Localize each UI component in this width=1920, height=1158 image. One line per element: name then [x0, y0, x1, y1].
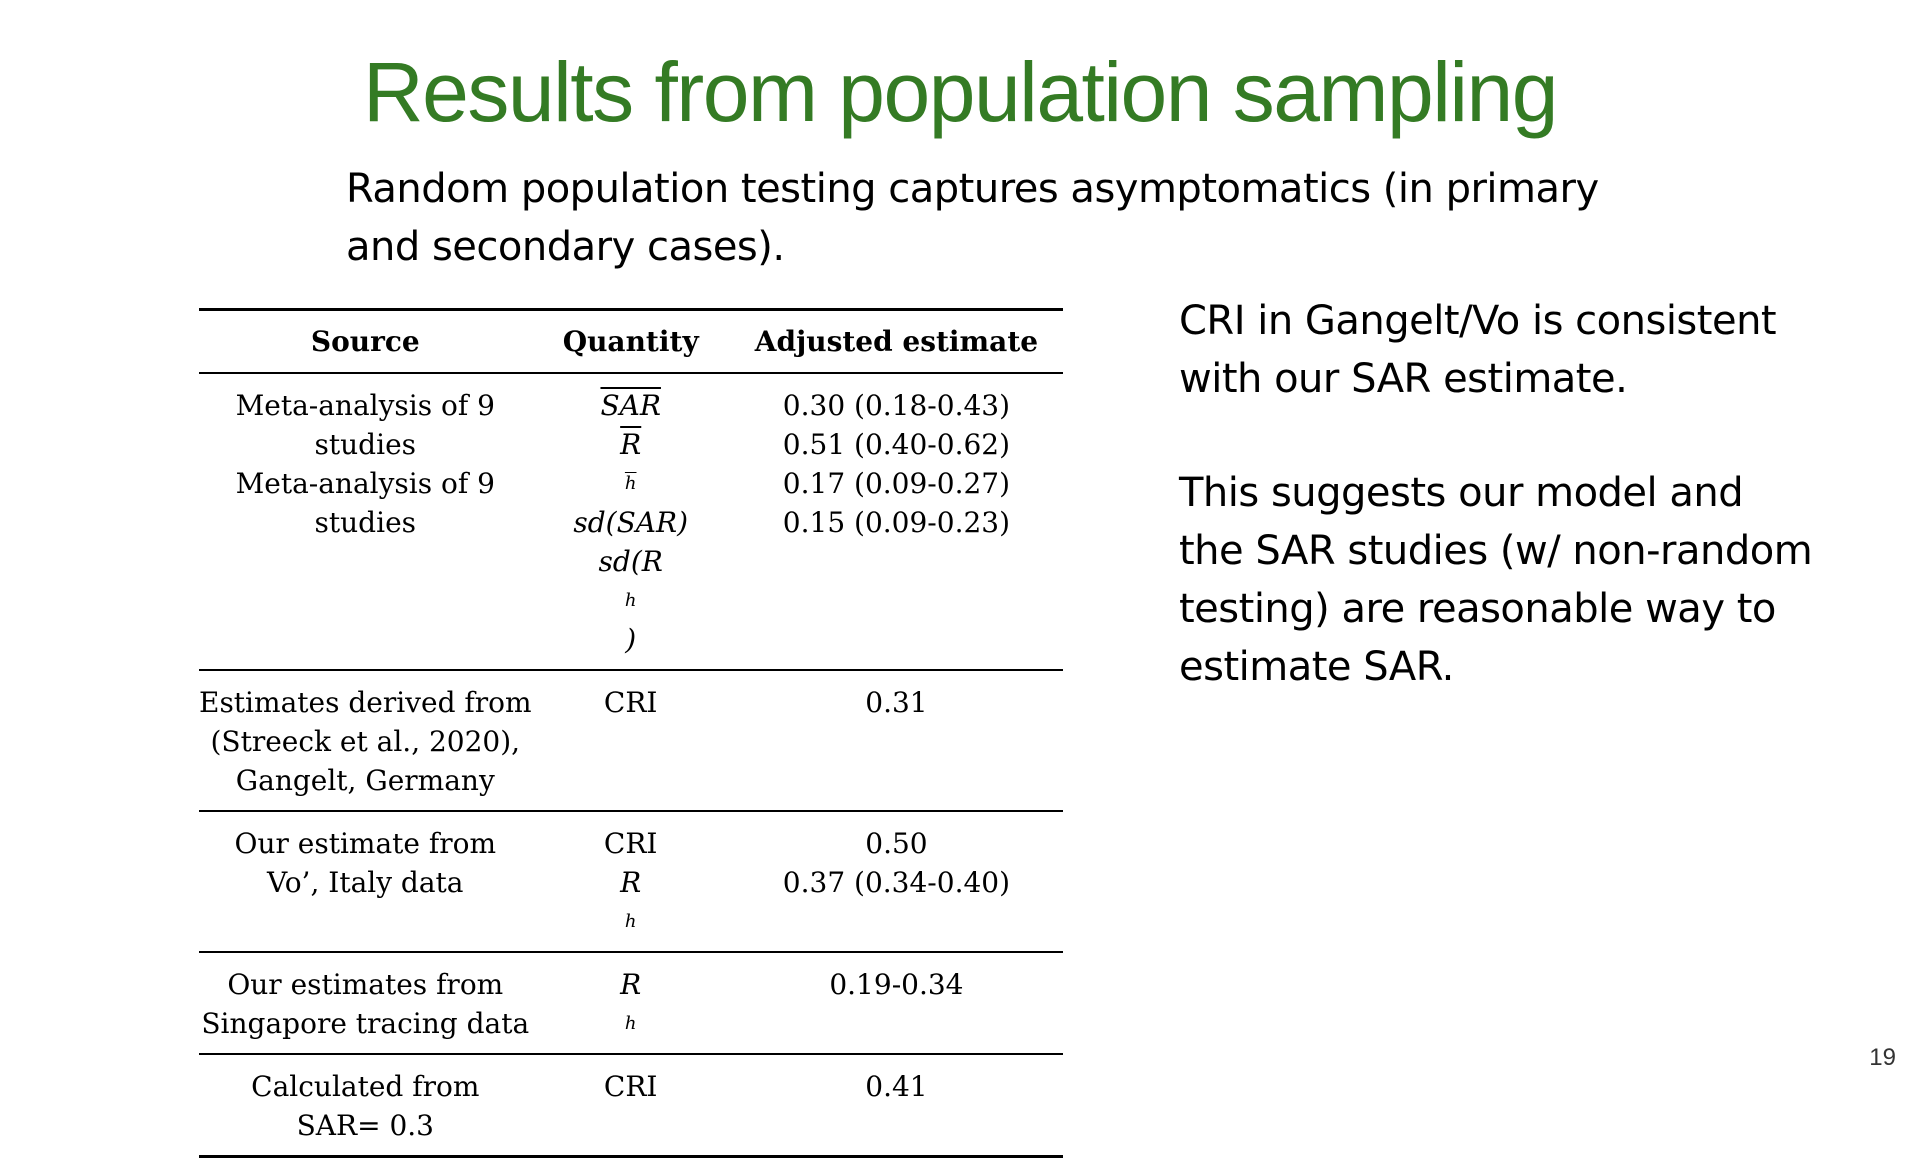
quantity-subscript: h: [624, 590, 637, 611]
estimate-value: 0.31: [865, 686, 928, 719]
table-row: Our estimates from Singapore tracing dat…: [199, 952, 1063, 1054]
estimate-cell: 0.19-0.34: [730, 952, 1063, 1054]
subtitle-line: Random population testing captures asymp…: [346, 166, 1599, 212]
quantity-cell: CRI: [532, 1054, 730, 1157]
quantity-sd-sar: sd(SAR): [573, 506, 689, 539]
table-header-row: Source Quantity Adjusted estimate: [199, 309, 1063, 373]
estimate-value: 0.41: [865, 1070, 928, 1103]
estimate-cell: 0.41: [730, 1054, 1063, 1157]
table-row: Calculated from SAR= 0.3 CRI 0.41: [199, 1054, 1063, 1157]
header-adjusted-estimate: Adjusted estimate: [754, 325, 1039, 358]
side-line: CRI in Gangelt/Vo is consistent: [1179, 298, 1777, 344]
quantity-text: SAR: [600, 389, 661, 422]
quantity-sar-mean: SAR: [532, 386, 730, 425]
source-cell: Our estimate from Vo’, Italy data: [199, 811, 532, 952]
source-cell: Calculated from SAR= 0.3: [199, 1054, 532, 1157]
estimate-value: 0.17 (0.09-0.27): [782, 467, 1011, 500]
slide-title: Results from population sampling: [363, 45, 1558, 139]
side-commentary: CRI in Gangelt/Vo is consistent with our…: [1179, 292, 1879, 696]
quantity-subscript: h: [624, 473, 637, 494]
source-line: Our estimates from: [227, 968, 504, 1001]
subtitle-line: and secondary cases).: [346, 224, 785, 270]
side-paragraph: CRI in Gangelt/Vo is consistent with our…: [1179, 292, 1879, 408]
source-line: Meta-analysis of 9: [235, 467, 495, 500]
quantity-subscript: h: [624, 911, 637, 932]
estimate-cell: 0.31: [730, 670, 1063, 811]
quantity-text: CRI: [603, 686, 658, 719]
quantity-text: sd(R: [598, 545, 663, 578]
side-line: the SAR studies (w/ non-random: [1179, 528, 1813, 574]
quantity-text: CRI: [603, 1070, 658, 1103]
results-table: Source Quantity Adjusted estimate Meta-a…: [199, 308, 1063, 1158]
table-row: Meta-analysis of 9 studies Meta-analysis…: [199, 373, 1063, 670]
results-table-wrap: Source Quantity Adjusted estimate Meta-a…: [199, 308, 1063, 1158]
estimate-value: 0.50: [865, 827, 928, 860]
side-line: with our SAR estimate.: [1179, 356, 1628, 402]
source-line: Our estimate from: [234, 827, 497, 860]
source-line: Vo’, Italy data: [267, 866, 464, 899]
side-line: estimate SAR.: [1179, 644, 1454, 690]
source-line: studies: [314, 506, 417, 539]
estimate-value: 0.19-0.34: [829, 968, 964, 1001]
quantity-subscript: h: [624, 1013, 637, 1034]
quantity-text: CRI: [603, 827, 658, 860]
source-line: Gangelt, Germany: [235, 764, 495, 797]
source-line: Estimates derived from: [199, 686, 532, 719]
quantity-cell: CRI: [532, 670, 730, 811]
estimate-value: 0.30 (0.18-0.43): [782, 389, 1011, 422]
header-quantity: Quantity: [562, 325, 699, 358]
quantity-text: ): [625, 623, 637, 656]
estimate-value: 0.15 (0.09-0.23): [782, 506, 1011, 539]
estimate-value: 0.37 (0.34-0.40): [782, 866, 1011, 899]
source-line: SAR= 0.3: [296, 1109, 434, 1142]
table-row: Estimates derived from (Streeck et al., …: [199, 670, 1063, 811]
source-cell: Meta-analysis of 9 studies Meta-analysis…: [199, 373, 532, 670]
source-line: Calculated from: [251, 1070, 480, 1103]
estimate-value: 0.51 (0.40-0.62): [782, 428, 1011, 461]
side-paragraph: This suggests our model and the SAR stud…: [1179, 464, 1879, 696]
side-line: This suggests our model and: [1179, 470, 1744, 516]
quantity-text: R: [620, 866, 642, 899]
paragraph-spacer: [1179, 408, 1879, 464]
source-line: Singapore tracing data: [201, 1007, 530, 1040]
estimate-cell: 0.50 0.37 (0.34-0.40): [730, 811, 1063, 952]
estimate-cell: 0.30 (0.18-0.43) 0.51 (0.40-0.62) 0.17 (…: [730, 373, 1063, 670]
source-line: (Streeck et al., 2020),: [210, 725, 521, 758]
quantity-text: R: [620, 428, 642, 461]
header-source: Source: [310, 325, 420, 358]
quantity-text: R: [620, 968, 642, 1001]
source-cell: Estimates derived from (Streeck et al., …: [199, 670, 532, 811]
page-number: 19: [1869, 1044, 1896, 1071]
source-line: studies: [314, 428, 417, 461]
side-line: testing) are reasonable way to: [1179, 586, 1776, 632]
quantity-sd-rh: sd(R h): [532, 542, 730, 659]
source-line: Meta-analysis of 9: [235, 389, 495, 422]
source-cell: Our estimates from Singapore tracing dat…: [199, 952, 532, 1054]
slide-subtitle: Random population testing captures asymp…: [346, 160, 1646, 276]
